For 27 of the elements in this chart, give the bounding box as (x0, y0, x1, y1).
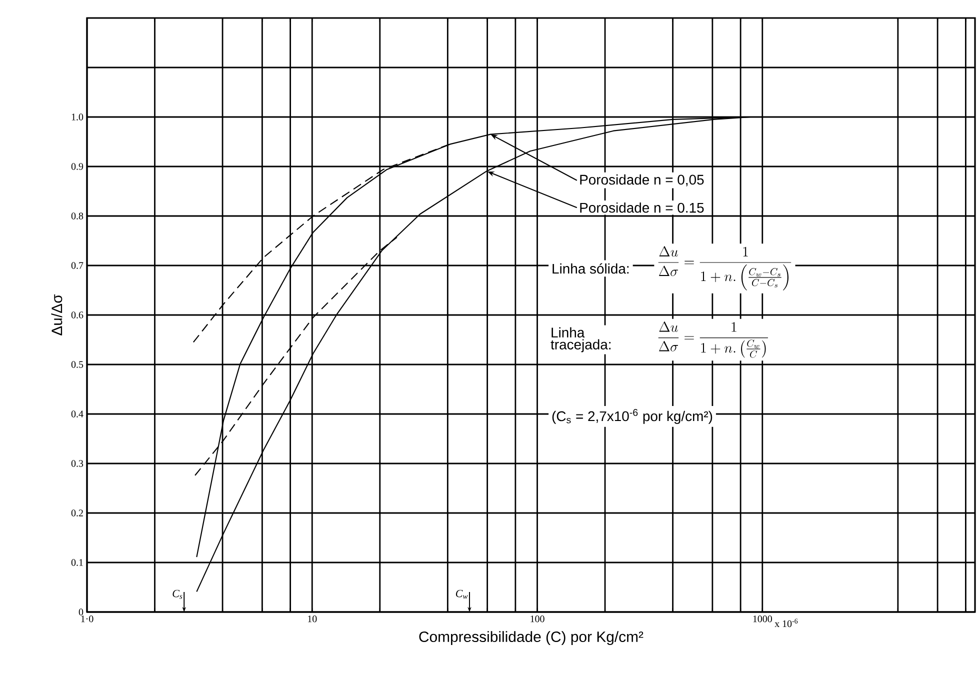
y-tick-label: 0.6 (71, 312, 84, 318)
y-tick-label: 0.1 (71, 559, 83, 566)
annotation: Linha sólida: (552, 263, 629, 274)
x-axis-title: Compressibilidade (C) por Kg/cm² (419, 631, 644, 645)
annotation: $\frac{\Delta u}{\Delta \sigma}=\frac{1}{1+n.\left(\frac{C_w}{C}\right)}$ (658, 321, 768, 358)
y-tick-label: 0.8 (71, 212, 84, 220)
x-tick-label: 1000 (753, 616, 772, 622)
annotation: $\frac{\Delta u}{\Delta \sigma}=\frac{1}{1+n.\left(\frac{C_w-C_s}{C-C_s}\right)}$ (658, 246, 792, 290)
y-axis-title: Δu/Δσ (51, 294, 62, 336)
y-tick-label: 0.3 (71, 460, 84, 467)
x-tick-label: 10 (308, 616, 317, 622)
y-tick-label: 0.5 (71, 361, 84, 368)
annotation: C$_{s}$ (172, 590, 182, 599)
text: x 10$^{-6}$ (774, 618, 798, 628)
y-tick-label: 0.4 (71, 410, 84, 418)
annotation: Porosidade n = 0.15 (580, 202, 704, 213)
x-tick-label: 1·0 (81, 616, 94, 622)
annotation: Porosidade n = 0,05 (580, 174, 704, 186)
y-tick-label: 0.9 (71, 163, 84, 170)
y-tick-label: 0 (78, 608, 84, 616)
y-tick-label: 0.7 (71, 262, 84, 269)
y-tick-label: 1.0 (72, 114, 84, 120)
annotation: C$_{w}$ (456, 590, 468, 599)
annotation: Linha tracejada: (550, 327, 611, 352)
x-tick-label: 100 (530, 616, 544, 622)
annotation: (C$_{s}$ = 2,7x10$^{-6}$ por kg/cm²) (552, 409, 712, 424)
y-tick-label: 0.2 (71, 510, 83, 516)
